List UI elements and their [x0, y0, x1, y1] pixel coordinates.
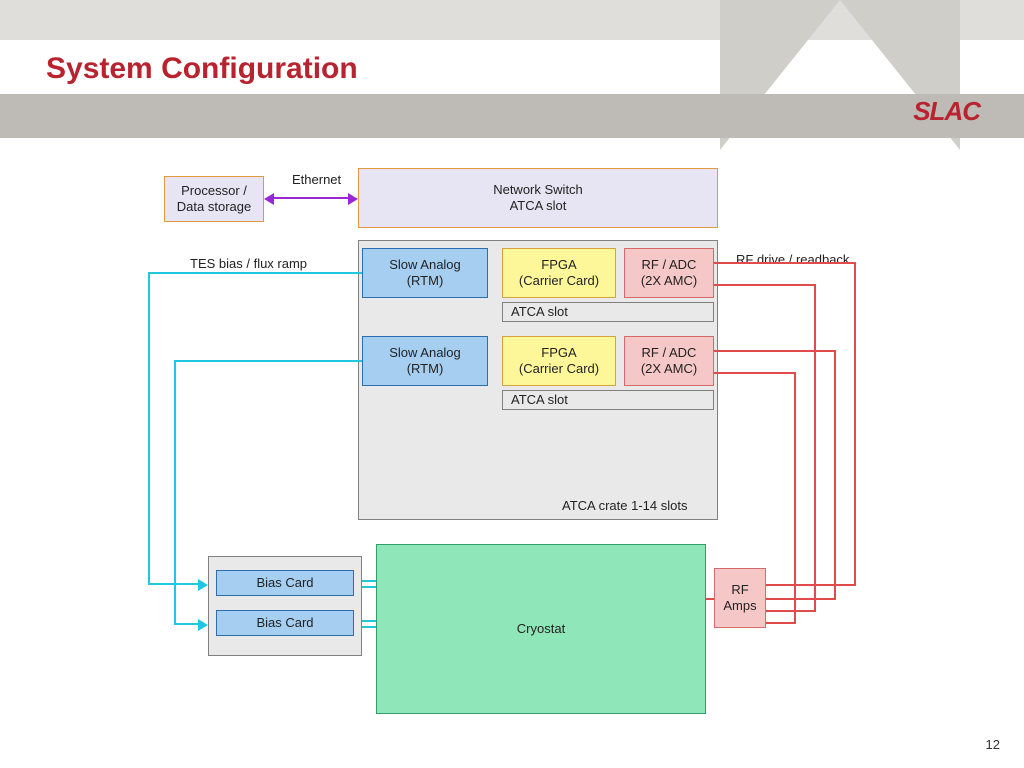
wire — [272, 197, 350, 199]
wire — [766, 610, 814, 612]
arrowhead — [198, 619, 208, 631]
crate-label: ATCA crate 1-14 slots — [562, 498, 687, 513]
node-rfamps: RFAmps — [714, 568, 766, 628]
wire — [854, 262, 856, 586]
node-bias2: Bias Card — [216, 610, 354, 636]
wire — [174, 360, 176, 625]
arrowhead — [198, 579, 208, 591]
wire — [362, 620, 376, 622]
node-atca1: ATCA slot — [502, 302, 714, 322]
node-cryostat: Cryostat — [376, 544, 706, 714]
wire — [814, 284, 816, 612]
node-atca2: ATCA slot — [502, 390, 714, 410]
wire — [766, 598, 834, 600]
page-number: 12 — [986, 737, 1000, 752]
node-slow2: Slow Analog(RTM) — [362, 336, 488, 386]
wire — [174, 623, 200, 625]
rf-label: RF drive / readback — [736, 252, 849, 267]
slac-logo: SLAC — [913, 96, 980, 127]
wire — [148, 272, 362, 274]
node-processor: Processor /Data storage — [164, 176, 264, 222]
wire — [714, 350, 834, 352]
wire — [174, 360, 362, 362]
wire — [714, 284, 814, 286]
wire — [766, 622, 794, 624]
header-band — [0, 94, 1024, 138]
wire — [362, 586, 376, 588]
node-fpga2: FPGA(Carrier Card) — [502, 336, 616, 386]
ethernet-label: Ethernet — [292, 172, 341, 187]
node-fpga1: FPGA(Carrier Card) — [502, 248, 616, 298]
slide: System Configuration SLAC Network Switch… — [0, 0, 1024, 768]
tes-label: TES bias / flux ramp — [190, 256, 307, 271]
wire — [362, 626, 376, 628]
node-rfadc2: RF / ADC(2X AMC) — [624, 336, 714, 386]
node-netswitch: Network SwitchATCA slot — [358, 168, 718, 228]
arrowhead — [264, 193, 274, 205]
arrowhead — [348, 193, 358, 205]
node-rfadc1: RF / ADC(2X AMC) — [624, 248, 714, 298]
wire — [362, 580, 376, 582]
wire — [766, 584, 854, 586]
node-bias1: Bias Card — [216, 570, 354, 596]
wire — [794, 372, 796, 624]
wire — [834, 350, 836, 600]
node-slow1: Slow Analog(RTM) — [362, 248, 488, 298]
wire — [714, 372, 794, 374]
wire — [148, 272, 150, 585]
wire — [706, 598, 714, 600]
wire — [714, 262, 854, 264]
page-title: System Configuration — [46, 52, 358, 86]
